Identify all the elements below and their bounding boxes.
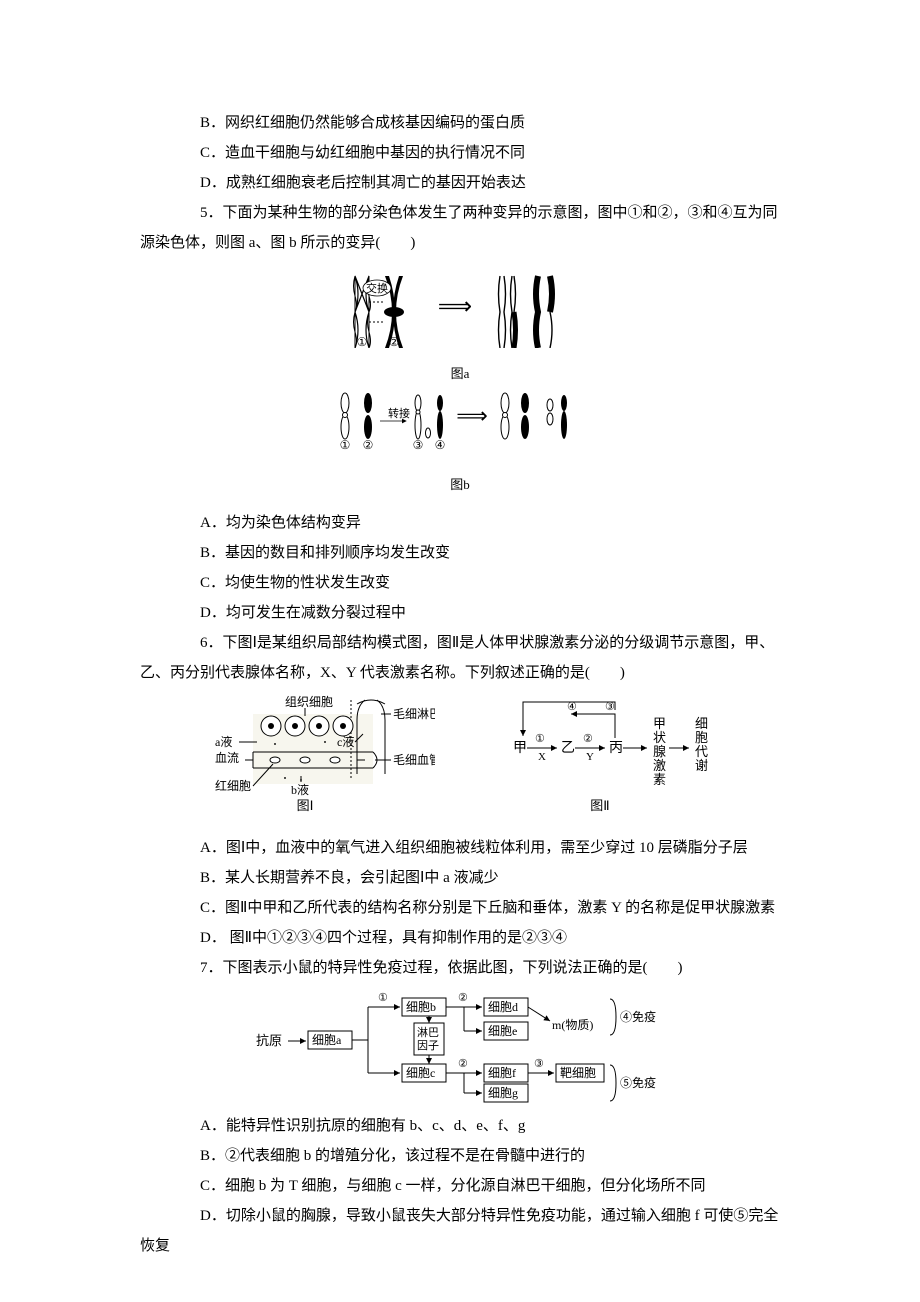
svg-text:丙: 丙 [609, 741, 623, 756]
q7-optD-line1: D．切除小鼠的胸腺，导致小鼠丧失大部分特异性免疫功能，通过输入细胞 f 可使⑤完… [90, 1201, 830, 1231]
svg-text:①: ① [378, 992, 388, 1004]
svg-text:抗原: 抗原 [256, 1033, 282, 1048]
q6-optB: B．某人长期营养不良，会引起图Ⅰ中 a 液减少 [90, 863, 830, 893]
q5-figA-caption: 图a [320, 361, 600, 387]
svg-text:激: 激 [653, 758, 666, 773]
trans-label: 转接 [388, 406, 410, 420]
svg-text:⑤免疫: ⑤免疫 [620, 1075, 656, 1090]
svg-text:因子: 因子 [417, 1039, 439, 1052]
svg-text:c液: c液 [337, 734, 354, 749]
q6-figI-svg: 组织细胞 a液 血流 c液 毛细淋巴管 毛细血管 红细胞 b液 图Ⅰ [205, 694, 435, 814]
svg-text:红细胞: 红细胞 [215, 778, 251, 793]
svg-text:④免疫: ④免疫 [620, 1009, 656, 1024]
q7-optA: A．能特异性识别抗原的细胞有 b、c、d、e、f、g [90, 1111, 830, 1141]
svg-text:乙: 乙 [561, 740, 575, 756]
q5-stem-line2: 源染色体，则图 a、图 b 所示的变异( ) [90, 228, 830, 258]
svg-text:细胞f: 细胞f [488, 1066, 516, 1080]
svg-text:胞: 胞 [695, 730, 708, 745]
svg-text:②: ② [458, 1058, 468, 1070]
svg-text:代: 代 [695, 744, 708, 759]
svg-text:Y: Y [586, 751, 594, 763]
q6-figII-caption: 图Ⅱ [590, 798, 609, 813]
svg-text:③: ③ [534, 1058, 544, 1070]
svg-text:③: ③ [413, 438, 424, 452]
svg-text:m(物质): m(物质) [552, 1018, 593, 1032]
svg-text:①: ① [535, 733, 545, 745]
svg-text:X: X [538, 751, 546, 763]
q7-figure: 抗原 细胞a ① 细胞b 细胞c 淋巴 因子 ② 细胞d 细胞e m(物质) [90, 987, 830, 1105]
svg-text:状: 状 [653, 730, 666, 745]
q7-optC: C．细胞 b 为 T 细胞，与细胞 c 一样，分化源自淋巴干细胞，但分化场所不同 [90, 1171, 830, 1201]
q5-optC: C．均使生物的性状发生改变 [90, 568, 830, 598]
svg-text:淋巴: 淋巴 [417, 1026, 439, 1039]
swap-label: 交换 [366, 281, 388, 295]
q6-optC: C．图Ⅱ中甲和乙所代表的结构名称分别是下丘脑和垂体，激素 Y 的名称是促甲状腺激… [90, 893, 830, 923]
q6-stem-line2: 乙、丙分别代表腺体名称，X、Y 代表激素名称。下列叙述正确的是( ) [90, 658, 830, 688]
svg-text:毛细血管: 毛细血管 [393, 752, 435, 767]
svg-text:细胞e: 细胞e [488, 1024, 517, 1038]
q5a-circ2: ② [389, 335, 400, 348]
svg-text:细: 细 [695, 716, 708, 731]
svg-text:毛细淋巴管: 毛细淋巴管 [393, 706, 435, 721]
q7-fig-svg: 抗原 细胞a ① 细胞b 细胞c 淋巴 因子 ② 细胞d 细胞e m(物质) [250, 987, 670, 1105]
q5-optD: D．均可发生在减数分裂过程中 [90, 598, 830, 628]
svg-text:甲: 甲 [653, 716, 666, 731]
q7-optB: B．②代表细胞 b 的增殖分化，该过程不是在骨髓中进行的 [90, 1141, 830, 1171]
q6-optA: A．图Ⅰ中，血液中的氧气进入组织细胞被线粒体利用，需至少穿过 10 层磷脂分子层 [90, 833, 830, 863]
svg-text:②: ② [583, 733, 593, 745]
q5-optA: A．均为染色体结构变异 [90, 508, 830, 538]
q5-figB-caption: 图b [320, 472, 600, 498]
svg-text:细胞a: 细胞a [312, 1033, 342, 1047]
q6-figure: 组织细胞 a液 血流 c液 毛细淋巴管 毛细血管 红细胞 b液 图Ⅰ 甲 ① X… [90, 694, 830, 825]
q4-optC: C．造血干细胞与幼红细胞中基因的执行情况不同 [90, 138, 830, 168]
q6-figII-svg: 甲 ① X 乙 ② Y 丙 甲 状 腺 激 素 细 胞 代 谢 ③ ④ [505, 694, 715, 814]
q5-fig-a-svg: 交换 ① ② ⟹ [330, 266, 590, 348]
svg-text:b液: b液 [291, 782, 309, 797]
q4-optB: B．网织红细胞仍然能够合成核基因编码的蛋白质 [90, 108, 830, 138]
svg-text:血流: 血流 [215, 751, 239, 765]
svg-text:甲: 甲 [513, 741, 527, 756]
q5-stem-line1: 5．下面为某种生物的部分染色体发生了两种变异的示意图，图中①和②，③和④互为同 [90, 198, 830, 228]
q7-stem: 7．下图表示小鼠的特异性免疫过程，依据此图，下列说法正确的是( ) [90, 953, 830, 983]
svg-text:③: ③ [605, 701, 615, 713]
svg-text:素: 素 [653, 772, 666, 787]
q5-optB: B．基因的数目和排列顺序均发生改变 [90, 538, 830, 568]
q5a-circ1: ① [357, 335, 368, 348]
q6-figI-caption: 图Ⅰ [297, 798, 314, 813]
svg-text:细胞b: 细胞b [406, 1000, 436, 1014]
svg-text:②: ② [363, 438, 374, 452]
svg-text:a液: a液 [215, 734, 232, 749]
svg-text:④: ④ [435, 438, 446, 452]
svg-text:细胞g: 细胞g [488, 1086, 518, 1100]
q5b-arrow: ⟹ [456, 403, 488, 428]
svg-text:④: ④ [567, 701, 577, 713]
svg-text:谢: 谢 [695, 758, 708, 773]
q6-stem-line1: 6．下图Ⅰ是某组织局部结构模式图，图Ⅱ是人体甲状腺激素分泌的分级调节示意图，甲、 [90, 628, 830, 658]
q6-optD: D． 图Ⅱ中①②③④四个过程，具有抑制作用的是②③④ [90, 923, 830, 953]
q4-optD: D．成熟红细胞衰老后控制其凋亡的基因开始表达 [90, 168, 830, 198]
svg-text:靶细胞: 靶细胞 [560, 1066, 596, 1080]
svg-text:腺: 腺 [653, 744, 666, 759]
svg-text:细胞d: 细胞d [488, 1000, 518, 1014]
q5a-arrow: ⟹ [438, 294, 472, 320]
q5-figure: 交换 ① ② ⟹ 图a [90, 266, 830, 500]
svg-text:②: ② [458, 992, 468, 1004]
svg-text:①: ① [340, 438, 351, 452]
svg-text:组织细胞: 组织细胞 [285, 695, 333, 709]
q7-optD-line2: 恢复 [90, 1231, 830, 1261]
svg-text:细胞c: 细胞c [406, 1066, 435, 1080]
q5-fig-b-svg: 转接 ① ② ③ ④ ⟹ [320, 387, 600, 459]
